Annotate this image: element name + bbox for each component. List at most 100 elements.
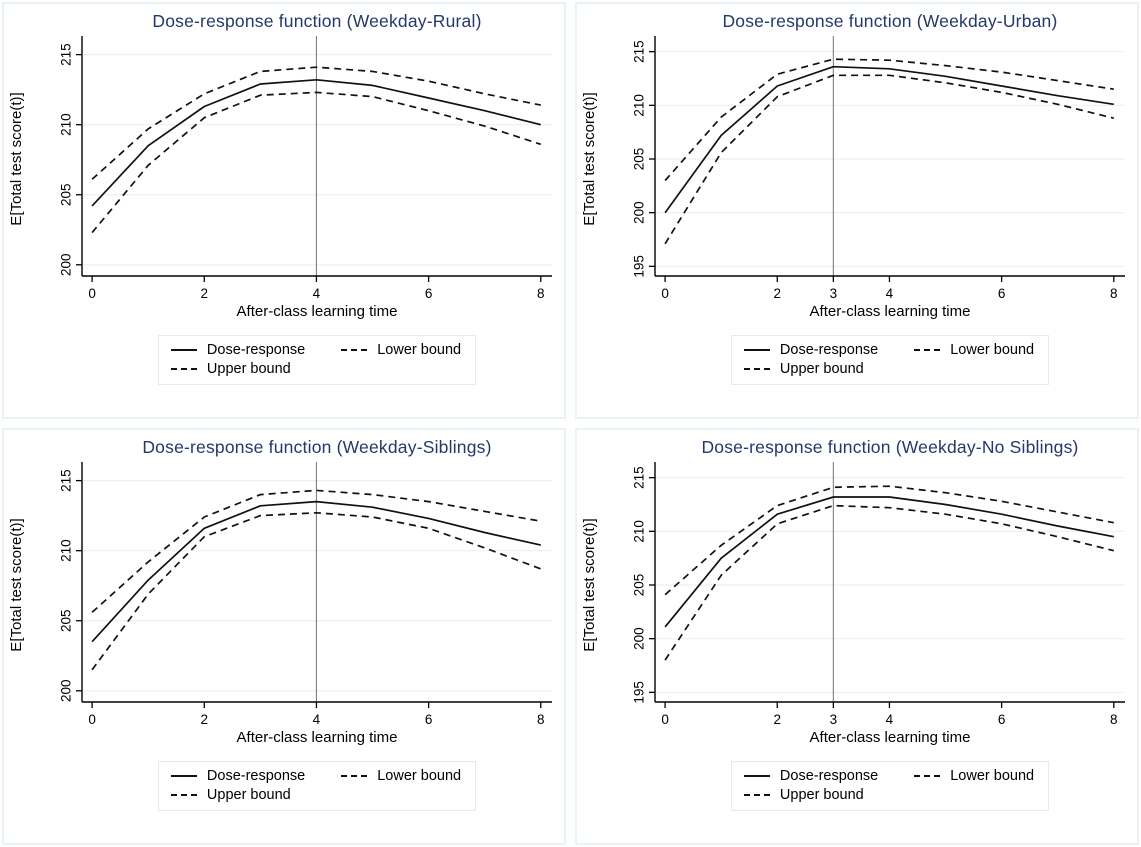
legend-label: Upper bound bbox=[206, 787, 291, 803]
x-axis-title: After-class learning time bbox=[810, 303, 971, 320]
legend-label: Dose-response bbox=[206, 768, 306, 784]
dose-response-plot: 200 205 210 215 0 2 4 6 8 After-class learning ti… bbox=[8, 462, 552, 746]
y-tick-label: 200 bbox=[59, 680, 74, 703]
dashed-line-sample bbox=[914, 775, 941, 777]
legend-item-lower-bound: Lower bound bbox=[914, 342, 1034, 358]
dashed-line-sample bbox=[170, 368, 197, 370]
chart-panel-weekday-rural: Dose-response function (Weekday-Rural) 2… bbox=[2, 2, 566, 419]
x-tick-label: 4 bbox=[313, 712, 321, 727]
chart-panel-weekday-no-siblings: Dose-response function (Weekday-No Sibli… bbox=[575, 428, 1139, 845]
lower-bound-line bbox=[91, 511, 542, 671]
upper-bound-line bbox=[91, 489, 541, 613]
dashed-line-sample bbox=[914, 349, 941, 351]
legend-item-dose-response: Dose-response bbox=[170, 768, 306, 784]
legend-label: Lower bound bbox=[950, 768, 1035, 784]
y-tick-label: 215 bbox=[632, 466, 647, 489]
y-tick-label: 195 bbox=[632, 255, 647, 278]
legend-item-dose-response: Dose-response bbox=[743, 342, 879, 358]
y-tick-label: 205 bbox=[59, 183, 74, 206]
y-tick-label: 200 bbox=[59, 254, 74, 277]
legend-item-upper-bound: Upper bound bbox=[170, 787, 305, 803]
y-axis-title: E[Total test score(t)] bbox=[581, 92, 598, 225]
y-tick-label: 195 bbox=[632, 681, 647, 704]
legend-item-dose-response: Dose-response bbox=[743, 768, 879, 784]
legend-label: Dose-response bbox=[206, 342, 306, 358]
y-tick-label: 210 bbox=[59, 539, 74, 562]
legend-label: Upper bound bbox=[206, 361, 291, 377]
dose-response-line bbox=[91, 78, 542, 207]
legend-label: Dose-response bbox=[779, 768, 879, 784]
lower-bound-line bbox=[664, 504, 1115, 661]
legend: Dose-response Lower bound Upper bound bbox=[157, 761, 477, 811]
legend-label: Dose-response bbox=[779, 342, 879, 358]
solid-line-sample bbox=[743, 775, 770, 777]
x-tick-label: 0 bbox=[661, 712, 669, 727]
dashed-line-sample bbox=[341, 349, 368, 351]
legend-label: Upper bound bbox=[779, 361, 864, 377]
dose-response-plot: 200 205 210 215 0 2 4 6 8 After-class learning ti… bbox=[8, 36, 552, 320]
legend-item-lower-bound: Lower bound bbox=[341, 768, 461, 784]
x-tick-label: 6 bbox=[425, 286, 433, 301]
legend-label: Lower bound bbox=[377, 342, 462, 358]
legend-label: Lower bound bbox=[950, 342, 1035, 358]
upper-bound-line bbox=[664, 58, 1114, 182]
x-tick-label: 3 bbox=[830, 286, 838, 301]
solid-line-sample bbox=[743, 349, 770, 351]
y-tick-label: 210 bbox=[59, 113, 74, 136]
x-tick-label: 2 bbox=[774, 286, 782, 301]
y-tick-label: 215 bbox=[632, 40, 647, 63]
y-tick-label: 205 bbox=[632, 574, 647, 597]
upper-bound-line bbox=[91, 66, 541, 180]
y-tick-label: 200 bbox=[632, 201, 647, 224]
upper-bound-line bbox=[664, 485, 1114, 596]
chart-title: Dose-response function (Weekday-Siblings… bbox=[142, 437, 492, 457]
legend-item-lower-bound: Lower bound bbox=[914, 768, 1034, 784]
chart-title: Dose-response function (Weekday-Urban) bbox=[722, 11, 1058, 31]
x-tick-label: 4 bbox=[313, 286, 321, 301]
legend-item-upper-bound: Upper bound bbox=[743, 787, 878, 803]
x-tick-label: 2 bbox=[201, 712, 209, 727]
y-axis-title: E[Total test score(t)] bbox=[581, 518, 598, 651]
lower-bound-line bbox=[664, 74, 1115, 245]
legend: Dose-response Lower bound Upper bound bbox=[730, 761, 1050, 811]
x-tick-label: 0 bbox=[88, 286, 96, 301]
dashed-line-sample bbox=[170, 794, 197, 796]
dashed-line-sample bbox=[743, 368, 770, 370]
legend: Dose-response Lower bound Upper bound bbox=[157, 335, 477, 385]
x-tick-label: 6 bbox=[425, 712, 433, 727]
legend-label: Lower bound bbox=[377, 768, 462, 784]
legend-item-lower-bound: Lower bound bbox=[341, 342, 461, 358]
y-tick-label: 205 bbox=[59, 609, 74, 632]
legend-item-upper-bound: Upper bound bbox=[743, 361, 878, 377]
dose-response-line bbox=[664, 65, 1114, 214]
chart-title: Dose-response function (Weekday-Rural) bbox=[152, 11, 482, 31]
y-tick-label: 215 bbox=[59, 43, 74, 66]
x-tick-label: 4 bbox=[886, 712, 894, 727]
dose-response-line bbox=[91, 500, 541, 643]
x-axis-title: After-class learning time bbox=[237, 729, 398, 746]
dose-response-line bbox=[664, 496, 1114, 628]
y-tick-label: 210 bbox=[632, 94, 647, 117]
x-tick-label: 2 bbox=[201, 286, 209, 301]
x-tick-label: 6 bbox=[998, 286, 1006, 301]
x-tick-label: 2 bbox=[774, 712, 782, 727]
legend-label: Upper bound bbox=[779, 787, 864, 803]
y-axis-title: E[Total test score(t)] bbox=[8, 92, 25, 225]
chart-title: Dose-response function (Weekday-No Sibli… bbox=[701, 437, 1079, 457]
chart-panel-weekday-urban: Dose-response function (Weekday-Urban) 1… bbox=[575, 2, 1139, 419]
x-tick-label: 3 bbox=[830, 712, 838, 727]
x-tick-label: 6 bbox=[998, 712, 1006, 727]
x-tick-label: 8 bbox=[537, 286, 545, 301]
x-tick-label: 8 bbox=[1110, 712, 1118, 727]
x-tick-label: 8 bbox=[1110, 286, 1118, 301]
legend-item-dose-response: Dose-response bbox=[170, 342, 306, 358]
y-tick-label: 215 bbox=[59, 469, 74, 492]
x-axis-title: After-class learning time bbox=[810, 729, 971, 746]
dose-response-plot: 195 200 205 210 215 0 2 3 4 6 8 After-class learnin… bbox=[581, 36, 1125, 320]
y-axis-title: E[Total test score(t)] bbox=[8, 518, 25, 651]
chart-panel-weekday-siblings: Dose-response function (Weekday-Siblings… bbox=[2, 428, 566, 845]
y-tick-label: 205 bbox=[632, 148, 647, 171]
legend-item-upper-bound: Upper bound bbox=[170, 361, 305, 377]
x-tick-label: 4 bbox=[886, 286, 894, 301]
